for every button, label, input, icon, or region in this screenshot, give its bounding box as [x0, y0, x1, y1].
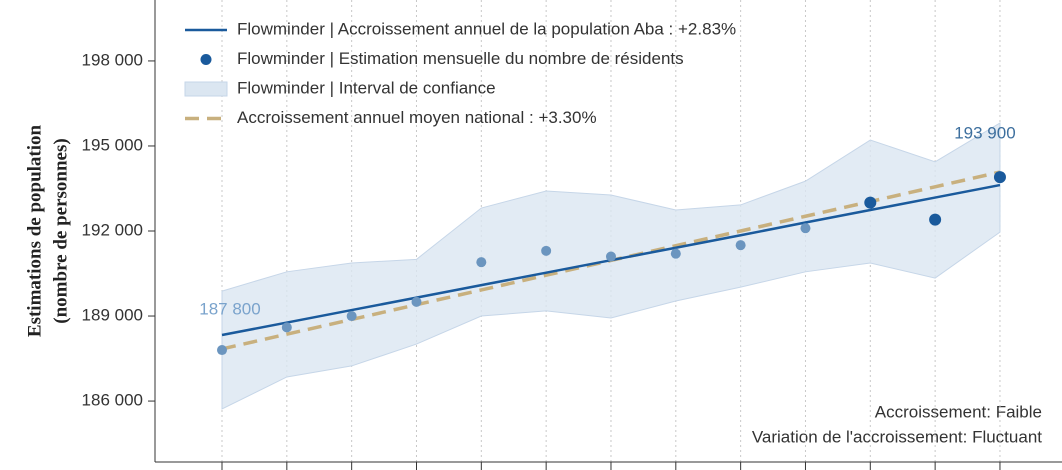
legend-label: Flowminder | Estimation mensuelle du nom…	[237, 49, 684, 68]
y-tick-label: 195 000	[82, 135, 143, 154]
y-tick-label: 198 000	[82, 50, 143, 69]
point	[800, 223, 811, 234]
point	[993, 171, 1006, 184]
point	[864, 196, 877, 209]
point	[929, 213, 942, 226]
y-axis-title: Estimations de population	[24, 124, 45, 337]
legend-swatch	[200, 54, 212, 65]
confidence-band	[221, 122, 1001, 410]
annotation: Accroissement: Faible	[875, 402, 1042, 421]
point	[735, 240, 746, 251]
y-tick-label: 189 000	[82, 306, 143, 325]
point	[346, 311, 357, 322]
y-tick-label: 186 000	[82, 391, 143, 410]
data-label: 193 900	[954, 124, 1015, 143]
annotation: Variation de l'accroissement: Fluctuant	[752, 427, 1042, 446]
y-axis-title: (nombre de personnes)	[50, 138, 71, 323]
legend-label: Accroissement annuel moyen national : +3…	[237, 108, 597, 127]
data-label: 187 800	[199, 300, 260, 319]
point	[217, 345, 227, 356]
legend-label: Flowminder | Interval de confiance	[237, 78, 496, 97]
point	[605, 251, 616, 262]
legend-label: Flowminder | Accroissement annuel de la …	[237, 19, 736, 38]
point	[281, 322, 292, 333]
y-tick-label: 192 000	[82, 220, 143, 239]
legend-swatch	[184, 81, 228, 97]
point	[411, 296, 422, 307]
point	[670, 248, 681, 259]
point	[476, 257, 487, 268]
point	[541, 245, 552, 256]
